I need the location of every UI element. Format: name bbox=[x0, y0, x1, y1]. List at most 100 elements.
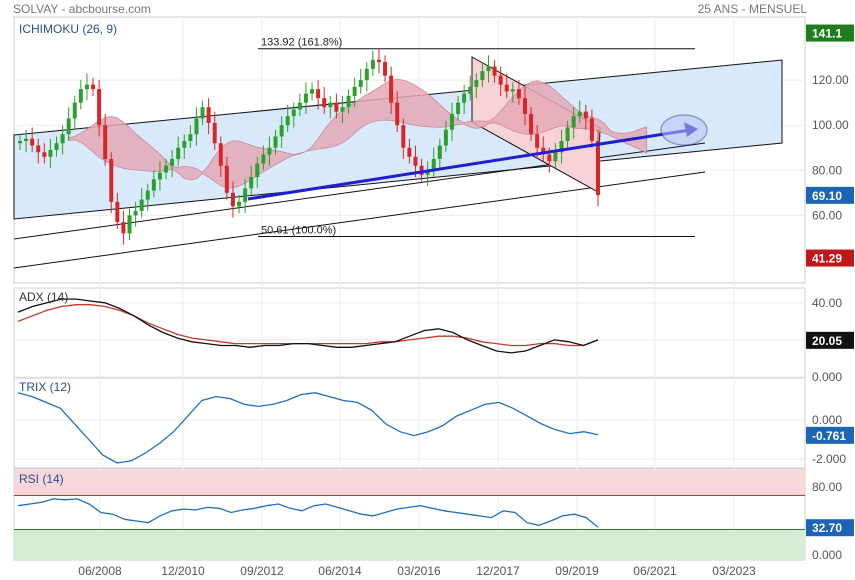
candle-body bbox=[596, 140, 600, 196]
candle-body bbox=[97, 89, 102, 126]
adx-badge: 20.05 bbox=[812, 334, 842, 348]
panel-label-trix: TRIX (12) bbox=[19, 380, 72, 394]
candle-body bbox=[133, 210, 138, 216]
x-tick-label: 06/2014 bbox=[318, 564, 362, 578]
candle-body bbox=[376, 59, 381, 63]
candle-body bbox=[279, 125, 284, 137]
adx-line bbox=[17, 298, 599, 354]
candle-body bbox=[559, 140, 564, 153]
candle-body bbox=[194, 118, 199, 135]
candle-body bbox=[170, 159, 175, 166]
candle-body bbox=[243, 188, 248, 202]
candle-body bbox=[316, 89, 321, 99]
candle-body bbox=[145, 190, 150, 200]
panel-label-rsi: RSI (14) bbox=[19, 472, 64, 486]
candle-body bbox=[115, 201, 120, 223]
trend-arrow-line bbox=[247, 128, 691, 201]
candle-body bbox=[522, 98, 527, 114]
candle-body bbox=[395, 102, 400, 126]
y-tick-label: 80.00 bbox=[812, 163, 842, 177]
x-tick-label: 03/2016 bbox=[397, 564, 441, 578]
candle-body bbox=[91, 84, 96, 90]
fib-level-label: 50.61 (100.0%) bbox=[261, 225, 336, 237]
candle-body bbox=[577, 111, 582, 117]
panel-label-ichimoku: ICHIMOKU (26, 9) bbox=[19, 22, 118, 36]
candle-body bbox=[310, 89, 315, 94]
y-tick-label: 0.000 bbox=[812, 370, 842, 384]
candle-body bbox=[157, 172, 162, 180]
candle-body bbox=[589, 118, 594, 141]
candle-body bbox=[66, 118, 71, 135]
y-tick-label: 0.000 bbox=[812, 548, 842, 562]
rsi-line bbox=[17, 498, 599, 528]
candle-body bbox=[425, 170, 430, 175]
trix-line bbox=[17, 392, 599, 464]
adx-badge-bg bbox=[806, 331, 854, 349]
x-tick-label: 12/2010 bbox=[161, 564, 205, 578]
x-tick-label: 12/2017 bbox=[476, 564, 520, 578]
target-ellipse bbox=[660, 114, 708, 146]
candle-body bbox=[407, 147, 412, 157]
x-tick-label: 06/2008 bbox=[78, 564, 122, 578]
candle-body bbox=[176, 147, 181, 160]
candle-body bbox=[456, 102, 461, 114]
candle-body bbox=[462, 93, 467, 103]
panel-border-adx bbox=[13, 287, 806, 378]
candle-body bbox=[480, 71, 485, 81]
candle-body bbox=[565, 127, 570, 141]
candle-body bbox=[267, 147, 272, 155]
candle-body bbox=[352, 86, 357, 96]
x-tick-label: 06/2021 bbox=[633, 564, 677, 578]
candle-body bbox=[431, 159, 436, 171]
y-tick-label: 100.00 bbox=[812, 118, 849, 132]
candle-body bbox=[571, 116, 576, 128]
candle-body bbox=[212, 122, 217, 144]
price-badge-bg bbox=[806, 186, 854, 204]
chart-title: SOLVAY - abcbourse.com bbox=[13, 2, 151, 16]
candle-body bbox=[358, 80, 363, 87]
y-tick-label: 120.00 bbox=[812, 73, 849, 87]
candle-body bbox=[364, 68, 369, 81]
candle-body bbox=[389, 75, 394, 103]
candle-body bbox=[419, 165, 424, 175]
candle-body bbox=[474, 80, 479, 87]
candle-body bbox=[121, 222, 126, 234]
candle-body bbox=[30, 138, 35, 146]
candle-body bbox=[182, 140, 187, 148]
candle-body bbox=[322, 98, 327, 108]
candle-body bbox=[346, 95, 351, 108]
candle-body bbox=[383, 62, 388, 76]
rsi-overbought-zone bbox=[14, 470, 805, 496]
candle-body bbox=[230, 192, 235, 207]
candle-body bbox=[340, 107, 345, 112]
fib-level-label: 133.92 (161.8%) bbox=[261, 37, 342, 49]
candle-body bbox=[60, 134, 65, 144]
candle-body bbox=[78, 89, 83, 103]
y-tick-label: -2.000 bbox=[812, 452, 846, 466]
candle-body bbox=[188, 134, 193, 141]
candle-body bbox=[164, 165, 169, 173]
candle-body bbox=[535, 134, 540, 148]
candle-body bbox=[291, 109, 296, 117]
candle-body bbox=[498, 75, 503, 85]
y-tick-label: 80.00 bbox=[812, 480, 842, 494]
rsi-oversold-zone bbox=[14, 529, 805, 560]
x-tick-label: 09/2019 bbox=[555, 564, 599, 578]
candle-body bbox=[468, 86, 473, 94]
candle-body bbox=[127, 215, 132, 234]
candle-body bbox=[261, 154, 266, 164]
candle-body bbox=[401, 125, 406, 148]
candle-body bbox=[151, 179, 156, 191]
candle-body bbox=[84, 84, 89, 90]
candle-body bbox=[285, 116, 290, 126]
candle-body bbox=[255, 163, 260, 178]
candle-body bbox=[48, 150, 53, 157]
panel-border-trix bbox=[13, 377, 806, 469]
candle-body bbox=[510, 89, 515, 92]
panel-label-adx: ADX (14) bbox=[19, 290, 69, 304]
candle-body bbox=[516, 89, 521, 99]
candle-body bbox=[297, 102, 302, 110]
candle-body bbox=[237, 201, 242, 207]
candle-body bbox=[437, 145, 442, 160]
